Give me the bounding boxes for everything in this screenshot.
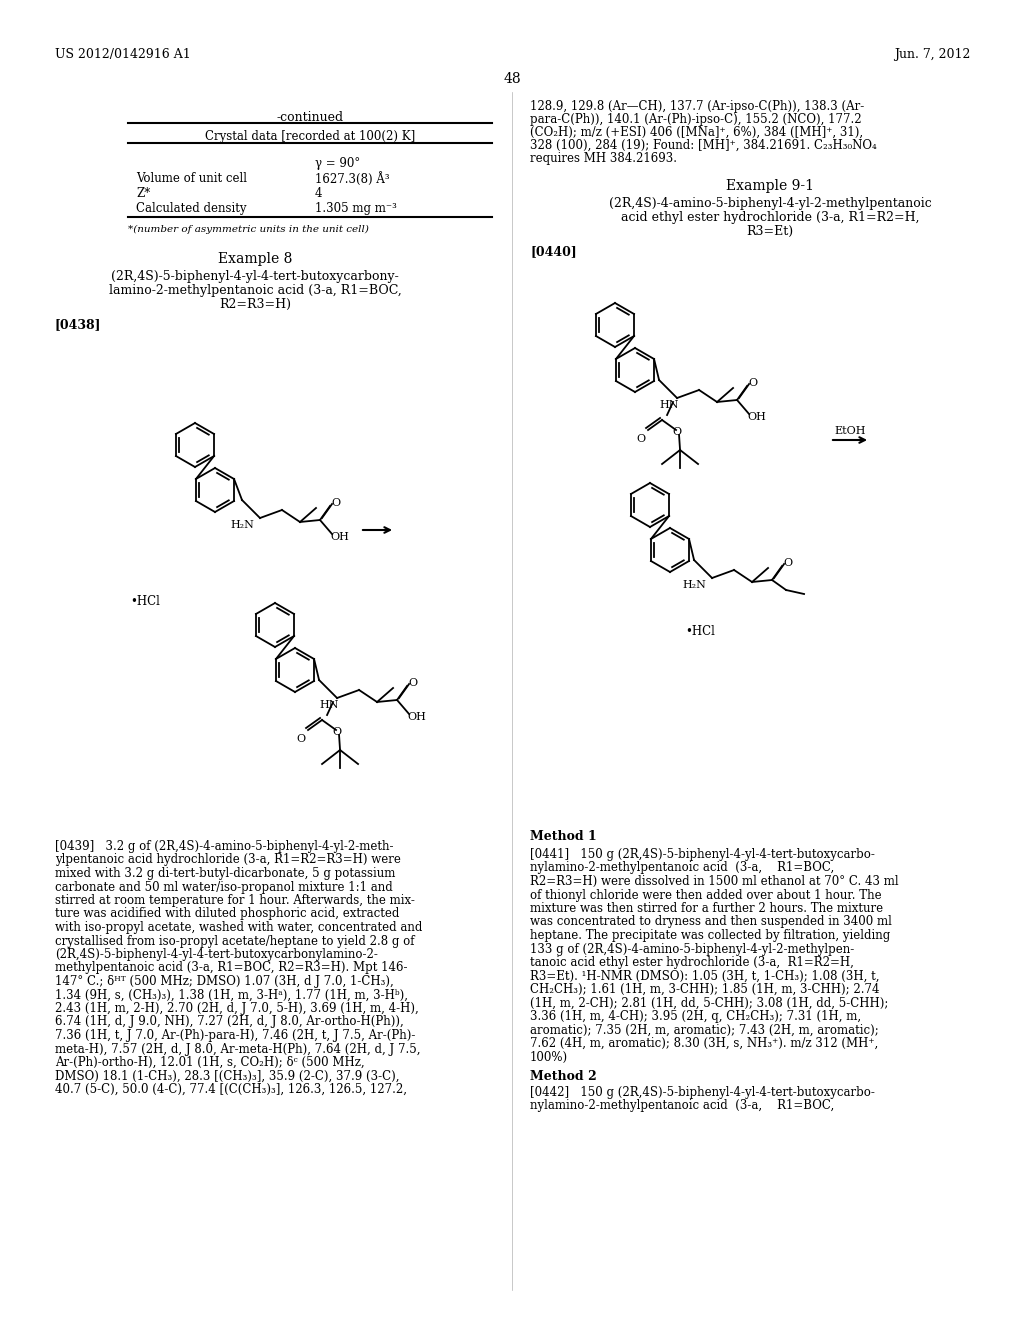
Text: OH: OH — [748, 412, 766, 422]
Text: O: O — [408, 678, 417, 688]
Text: 147° C.; δᴴᵀ (500 MHz; DMSO) 1.07 (3H, d J 7.0, 1-CH₃),: 147° C.; δᴴᵀ (500 MHz; DMSO) 1.07 (3H, d… — [55, 975, 394, 987]
Text: heptane. The precipitate was collected by filtration, yielding: heptane. The precipitate was collected b… — [530, 929, 890, 942]
Text: O: O — [672, 426, 681, 437]
Text: of thionyl chloride were then added over about 1 hour. The: of thionyl chloride were then added over… — [530, 888, 882, 902]
Text: 328 (100), 284 (19); Found: [MH]⁺, 384.21691. C₂₃H₃₀NO₄: 328 (100), 284 (19); Found: [MH]⁺, 384.2… — [530, 139, 877, 152]
Text: 48: 48 — [503, 73, 521, 86]
Text: HN: HN — [659, 400, 679, 411]
Text: R3=Et): R3=Et) — [746, 224, 794, 238]
Text: US 2012/0142916 A1: US 2012/0142916 A1 — [55, 48, 190, 61]
Text: -continued: -continued — [276, 111, 344, 124]
Text: mixed with 3.2 g di-tert-butyl-dicarbonate, 5 g potassium: mixed with 3.2 g di-tert-butyl-dicarbona… — [55, 867, 395, 880]
Text: Calculated density: Calculated density — [136, 202, 247, 215]
Text: [0439]   3.2 g of (2R,4S)-4-amino-5-biphenyl-4-yl-2-meth-: [0439] 3.2 g of (2R,4S)-4-amino-5-biphen… — [55, 840, 393, 853]
Text: O: O — [783, 558, 793, 568]
Text: para-C(Ph)), 140.1 (Ar-(Ph)-ipso-C), 155.2 (NCO), 177.2: para-C(Ph)), 140.1 (Ar-(Ph)-ipso-C), 155… — [530, 114, 861, 125]
Text: *(number of asymmetric units in the unit cell): *(number of asymmetric units in the unit… — [128, 224, 369, 234]
Text: 1.34 (9H, s, (CH₃)₃), 1.38 (1H, m, 3-Hᵃ), 1.77 (1H, m, 3-Hᵇ),: 1.34 (9H, s, (CH₃)₃), 1.38 (1H, m, 3-Hᵃ)… — [55, 989, 408, 1002]
Text: R2=R3=H): R2=R3=H) — [219, 298, 291, 312]
Text: Method 1: Method 1 — [530, 830, 597, 843]
Text: Method 2: Method 2 — [530, 1071, 597, 1082]
Text: OH: OH — [330, 532, 349, 543]
Text: •HCl: •HCl — [685, 624, 715, 638]
Text: O: O — [296, 734, 305, 744]
Text: Example 9-1: Example 9-1 — [726, 180, 814, 193]
Text: γ = 90°: γ = 90° — [315, 157, 360, 170]
Text: 1627.3(8) Å³: 1627.3(8) Å³ — [315, 172, 389, 186]
Text: 100%): 100%) — [530, 1051, 568, 1064]
Text: crystallised from iso-propyl acetate/heptane to yield 2.8 g of: crystallised from iso-propyl acetate/hep… — [55, 935, 415, 948]
Text: O: O — [331, 498, 340, 508]
Text: O: O — [636, 434, 645, 444]
Text: 3.36 (1H, m, 4-CH); 3.95 (2H, q, CH₂CH₃); 7.31 (1H, m,: 3.36 (1H, m, 4-CH); 3.95 (2H, q, CH₂CH₃)… — [530, 1010, 861, 1023]
Text: 128.9, 129.8 (Ar—CH), 137.7 (Ar-ipso-C(Ph)), 138.3 (Ar-: 128.9, 129.8 (Ar—CH), 137.7 (Ar-ipso-C(P… — [530, 100, 864, 114]
Text: 7.36 (1H, t, J 7.0, Ar-(Ph)-para-H), 7.46 (2H, t, J 7.5, Ar-(Ph)-: 7.36 (1H, t, J 7.0, Ar-(Ph)-para-H), 7.4… — [55, 1030, 416, 1041]
Text: with iso-propyl acetate, washed with water, concentrated and: with iso-propyl acetate, washed with wat… — [55, 921, 422, 935]
Text: CH₂CH₃); 1.61 (1H, m, 3-CHH); 1.85 (1H, m, 3-CHH); 2.74: CH₂CH₃); 1.61 (1H, m, 3-CHH); 1.85 (1H, … — [530, 983, 880, 997]
Text: [0441]   150 g (2R,4S)-5-biphenyl-4-yl-4-tert-butoxycarbo-: [0441] 150 g (2R,4S)-5-biphenyl-4-yl-4-t… — [530, 847, 874, 861]
Text: R3=Et). ¹H-NMR (DMSO): 1.05 (3H, t, 1-CH₃); 1.08 (3H, t,: R3=Et). ¹H-NMR (DMSO): 1.05 (3H, t, 1-CH… — [530, 969, 880, 982]
Text: OH: OH — [408, 711, 426, 722]
Text: Ar-(Ph)-ortho-H), 12.01 (1H, s, CO₂H); δᶜ (500 MHz,: Ar-(Ph)-ortho-H), 12.01 (1H, s, CO₂H); δ… — [55, 1056, 365, 1069]
Text: O: O — [749, 378, 757, 388]
Text: [0442]   150 g (2R,4S)-5-biphenyl-4-yl-4-tert-butoxycarbo-: [0442] 150 g (2R,4S)-5-biphenyl-4-yl-4-t… — [530, 1086, 874, 1100]
Text: 6.74 (1H, d, J 9.0, NH), 7.27 (2H, d, J 8.0, Ar-ortho-H(Ph)),: 6.74 (1H, d, J 9.0, NH), 7.27 (2H, d, J … — [55, 1015, 403, 1028]
Text: acid ethyl ester hydrochloride (3-a, R1=R2=H,: acid ethyl ester hydrochloride (3-a, R1=… — [621, 211, 920, 224]
Text: was concentrated to dryness and then suspended in 3400 ml: was concentrated to dryness and then sus… — [530, 916, 892, 928]
Text: (2R,4S)-5-biphenyl-4-yl-4-tert-butoxycarbony-: (2R,4S)-5-biphenyl-4-yl-4-tert-butoxycar… — [112, 271, 399, 282]
Text: 7.62 (4H, m, aromatic); 8.30 (3H, s, NH₃⁺). m/z 312 (MH⁺,: 7.62 (4H, m, aromatic); 8.30 (3H, s, NH₃… — [530, 1038, 879, 1049]
Text: 40.7 (5-C), 50.0 (4-C), 77.4 [(C(CH₃)₃], 126.3, 126.5, 127.2,: 40.7 (5-C), 50.0 (4-C), 77.4 [(C(CH₃)₃],… — [55, 1082, 407, 1096]
Text: H₂N: H₂N — [230, 520, 254, 531]
Text: stirred at room temperature for 1 hour. Afterwards, the mix-: stirred at room temperature for 1 hour. … — [55, 894, 415, 907]
Text: Example 8: Example 8 — [218, 252, 292, 267]
Text: requires MH 384.21693.: requires MH 384.21693. — [530, 152, 677, 165]
Text: Volume of unit cell: Volume of unit cell — [136, 172, 247, 185]
Text: H₂N: H₂N — [682, 579, 706, 590]
Text: nylamino-2-methylpentanoic acid  (3-a,    R1=BOC,: nylamino-2-methylpentanoic acid (3-a, R1… — [530, 862, 835, 874]
Text: 4: 4 — [315, 187, 323, 201]
Text: ture was acidified with diluted phosphoric acid, extracted: ture was acidified with diluted phosphor… — [55, 908, 399, 920]
Text: (2R,4S)-5-biphenyl-4-yl-4-tert-butoxycarbonylamino-2-: (2R,4S)-5-biphenyl-4-yl-4-tert-butoxycar… — [55, 948, 378, 961]
Text: aromatic); 7.35 (2H, m, aromatic); 7.43 (2H, m, aromatic);: aromatic); 7.35 (2H, m, aromatic); 7.43 … — [530, 1023, 879, 1036]
Text: carbonate and 50 ml water/iso-propanol mixture 1:1 and: carbonate and 50 ml water/iso-propanol m… — [55, 880, 393, 894]
Text: Crystal data [recorded at 100(2) K]: Crystal data [recorded at 100(2) K] — [205, 129, 415, 143]
Text: Z*: Z* — [136, 187, 151, 201]
Text: R2=R3=H) were dissolved in 1500 ml ethanol at 70° C. 43 ml: R2=R3=H) were dissolved in 1500 ml ethan… — [530, 875, 899, 888]
Text: ylpentanoic acid hydrochloride (3-a, R1=R2=R3=H) were: ylpentanoic acid hydrochloride (3-a, R1=… — [55, 854, 400, 866]
Text: 1.305 mg m⁻³: 1.305 mg m⁻³ — [315, 202, 397, 215]
Text: O: O — [332, 727, 341, 737]
Text: (1H, m, 2-CH); 2.81 (1H, dd, 5-CHH); 3.08 (1H, dd, 5-CHH);: (1H, m, 2-CH); 2.81 (1H, dd, 5-CHH); 3.0… — [530, 997, 889, 1010]
Text: tanoic acid ethyl ester hydrochloride (3-a,  R1=R2=H,: tanoic acid ethyl ester hydrochloride (3… — [530, 956, 854, 969]
Text: lamino-2-methylpentanoic acid (3-a, R1=BOC,: lamino-2-methylpentanoic acid (3-a, R1=B… — [109, 284, 401, 297]
Text: [0438]: [0438] — [55, 318, 101, 331]
Text: DMSO) 18.1 (1-CH₃), 28.3 [(CH₃)₃], 35.9 (2-C), 37.9 (3-C),: DMSO) 18.1 (1-CH₃), 28.3 [(CH₃)₃], 35.9 … — [55, 1069, 399, 1082]
Text: 133 g of (2R,4S)-4-amino-5-biphenyl-4-yl-2-methylpen-: 133 g of (2R,4S)-4-amino-5-biphenyl-4-yl… — [530, 942, 854, 956]
Text: (CO₂H); m/z (+ESI) 406 ([MNa]⁺, 6%), 384 ([MH]⁺, 31),: (CO₂H); m/z (+ESI) 406 ([MNa]⁺, 6%), 384… — [530, 125, 863, 139]
Text: nylamino-2-methylpentanoic acid  (3-a,    R1=BOC,: nylamino-2-methylpentanoic acid (3-a, R1… — [530, 1100, 835, 1113]
Text: EtOH: EtOH — [835, 426, 865, 436]
Text: HN: HN — [319, 700, 339, 710]
Text: (2R,4S)-4-amino-5-biphenyl-4-yl-2-methylpentanoic: (2R,4S)-4-amino-5-biphenyl-4-yl-2-methyl… — [608, 197, 932, 210]
Text: methylpentanoic acid (3-a, R1=BOC, R2=R3=H). Mpt 146-: methylpentanoic acid (3-a, R1=BOC, R2=R3… — [55, 961, 408, 974]
Text: 2.43 (1H, m, 2-H), 2.70 (2H, d, J 7.0, 5-H), 3.69 (1H, m, 4-H),: 2.43 (1H, m, 2-H), 2.70 (2H, d, J 7.0, 5… — [55, 1002, 419, 1015]
Text: mixture was then stirred for a further 2 hours. The mixture: mixture was then stirred for a further 2… — [530, 902, 883, 915]
Text: Jun. 7, 2012: Jun. 7, 2012 — [894, 48, 970, 61]
Text: [0440]: [0440] — [530, 246, 577, 257]
Text: •HCl: •HCl — [130, 595, 160, 609]
Text: meta-H), 7.57 (2H, d, J 8.0, Ar-meta-H(Ph), 7.64 (2H, d, J 7.5,: meta-H), 7.57 (2H, d, J 8.0, Ar-meta-H(P… — [55, 1043, 421, 1056]
